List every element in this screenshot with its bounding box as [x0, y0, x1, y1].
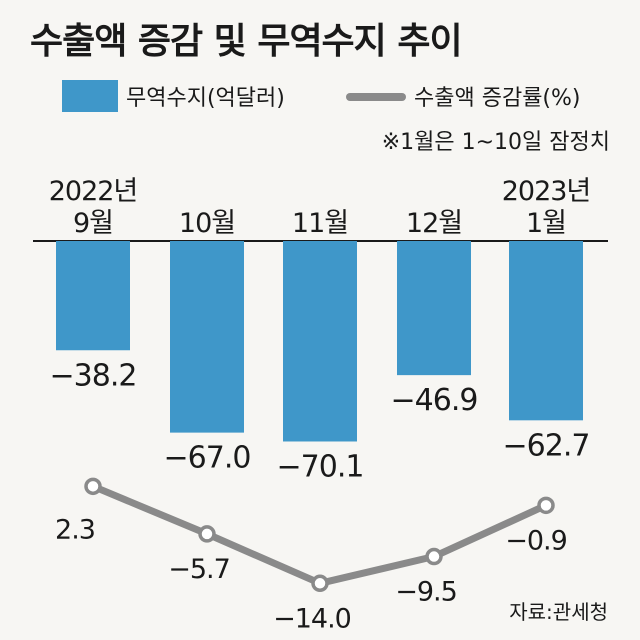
source-credit: 자료:관세청 [509, 600, 608, 624]
bar-trade-balance [397, 241, 471, 376]
bar-value-label: −62.7 [503, 428, 590, 463]
chart-title: 수출액 증감 및 무역수지 추이 [30, 21, 463, 62]
line-point-marker [311, 574, 329, 593]
line-point-marker [425, 547, 443, 566]
line-point-marker [198, 525, 216, 543]
category-label: 12월 [406, 208, 462, 239]
category-label: 9월 [73, 208, 113, 239]
legend-swatch-export-growth [346, 93, 406, 101]
category-label: 11월 [292, 208, 348, 239]
bar-value-label: −46.9 [391, 383, 478, 418]
bar-trade-balance [283, 241, 357, 442]
line-value-label: −14.0 [273, 603, 351, 634]
line-point-marker [84, 477, 102, 496]
chart-note: ※1월은 1~10일 잠정치 [381, 130, 610, 155]
category-label: 1월 [526, 208, 566, 239]
category-label: 2023년 [502, 176, 591, 207]
bar-trade-balance [56, 241, 130, 351]
line-value-label: −0.9 [505, 525, 567, 556]
line-point-marker [537, 496, 555, 515]
line-value-label: −9.5 [395, 577, 457, 608]
category-label: 10월 [179, 208, 235, 239]
legend-label-export-growth: 수출액 증감률(%) [414, 86, 581, 111]
legend-swatch-trade-balance [62, 80, 118, 112]
bar-trade-balance [509, 241, 583, 421]
bar-value-label: −38.2 [50, 358, 137, 393]
bar-value-label: −67.0 [164, 441, 251, 476]
bar-value-label: −70.1 [277, 449, 364, 484]
line-value-label: −5.7 [168, 554, 230, 585]
line-export-growth [89, 482, 550, 587]
bar-trade-balance [170, 241, 244, 433]
legend-label-trade-balance: 무역수지(억달러) [126, 86, 285, 111]
category-label: 2022년 [49, 176, 138, 207]
line-value-label: 2.3 [55, 514, 95, 545]
